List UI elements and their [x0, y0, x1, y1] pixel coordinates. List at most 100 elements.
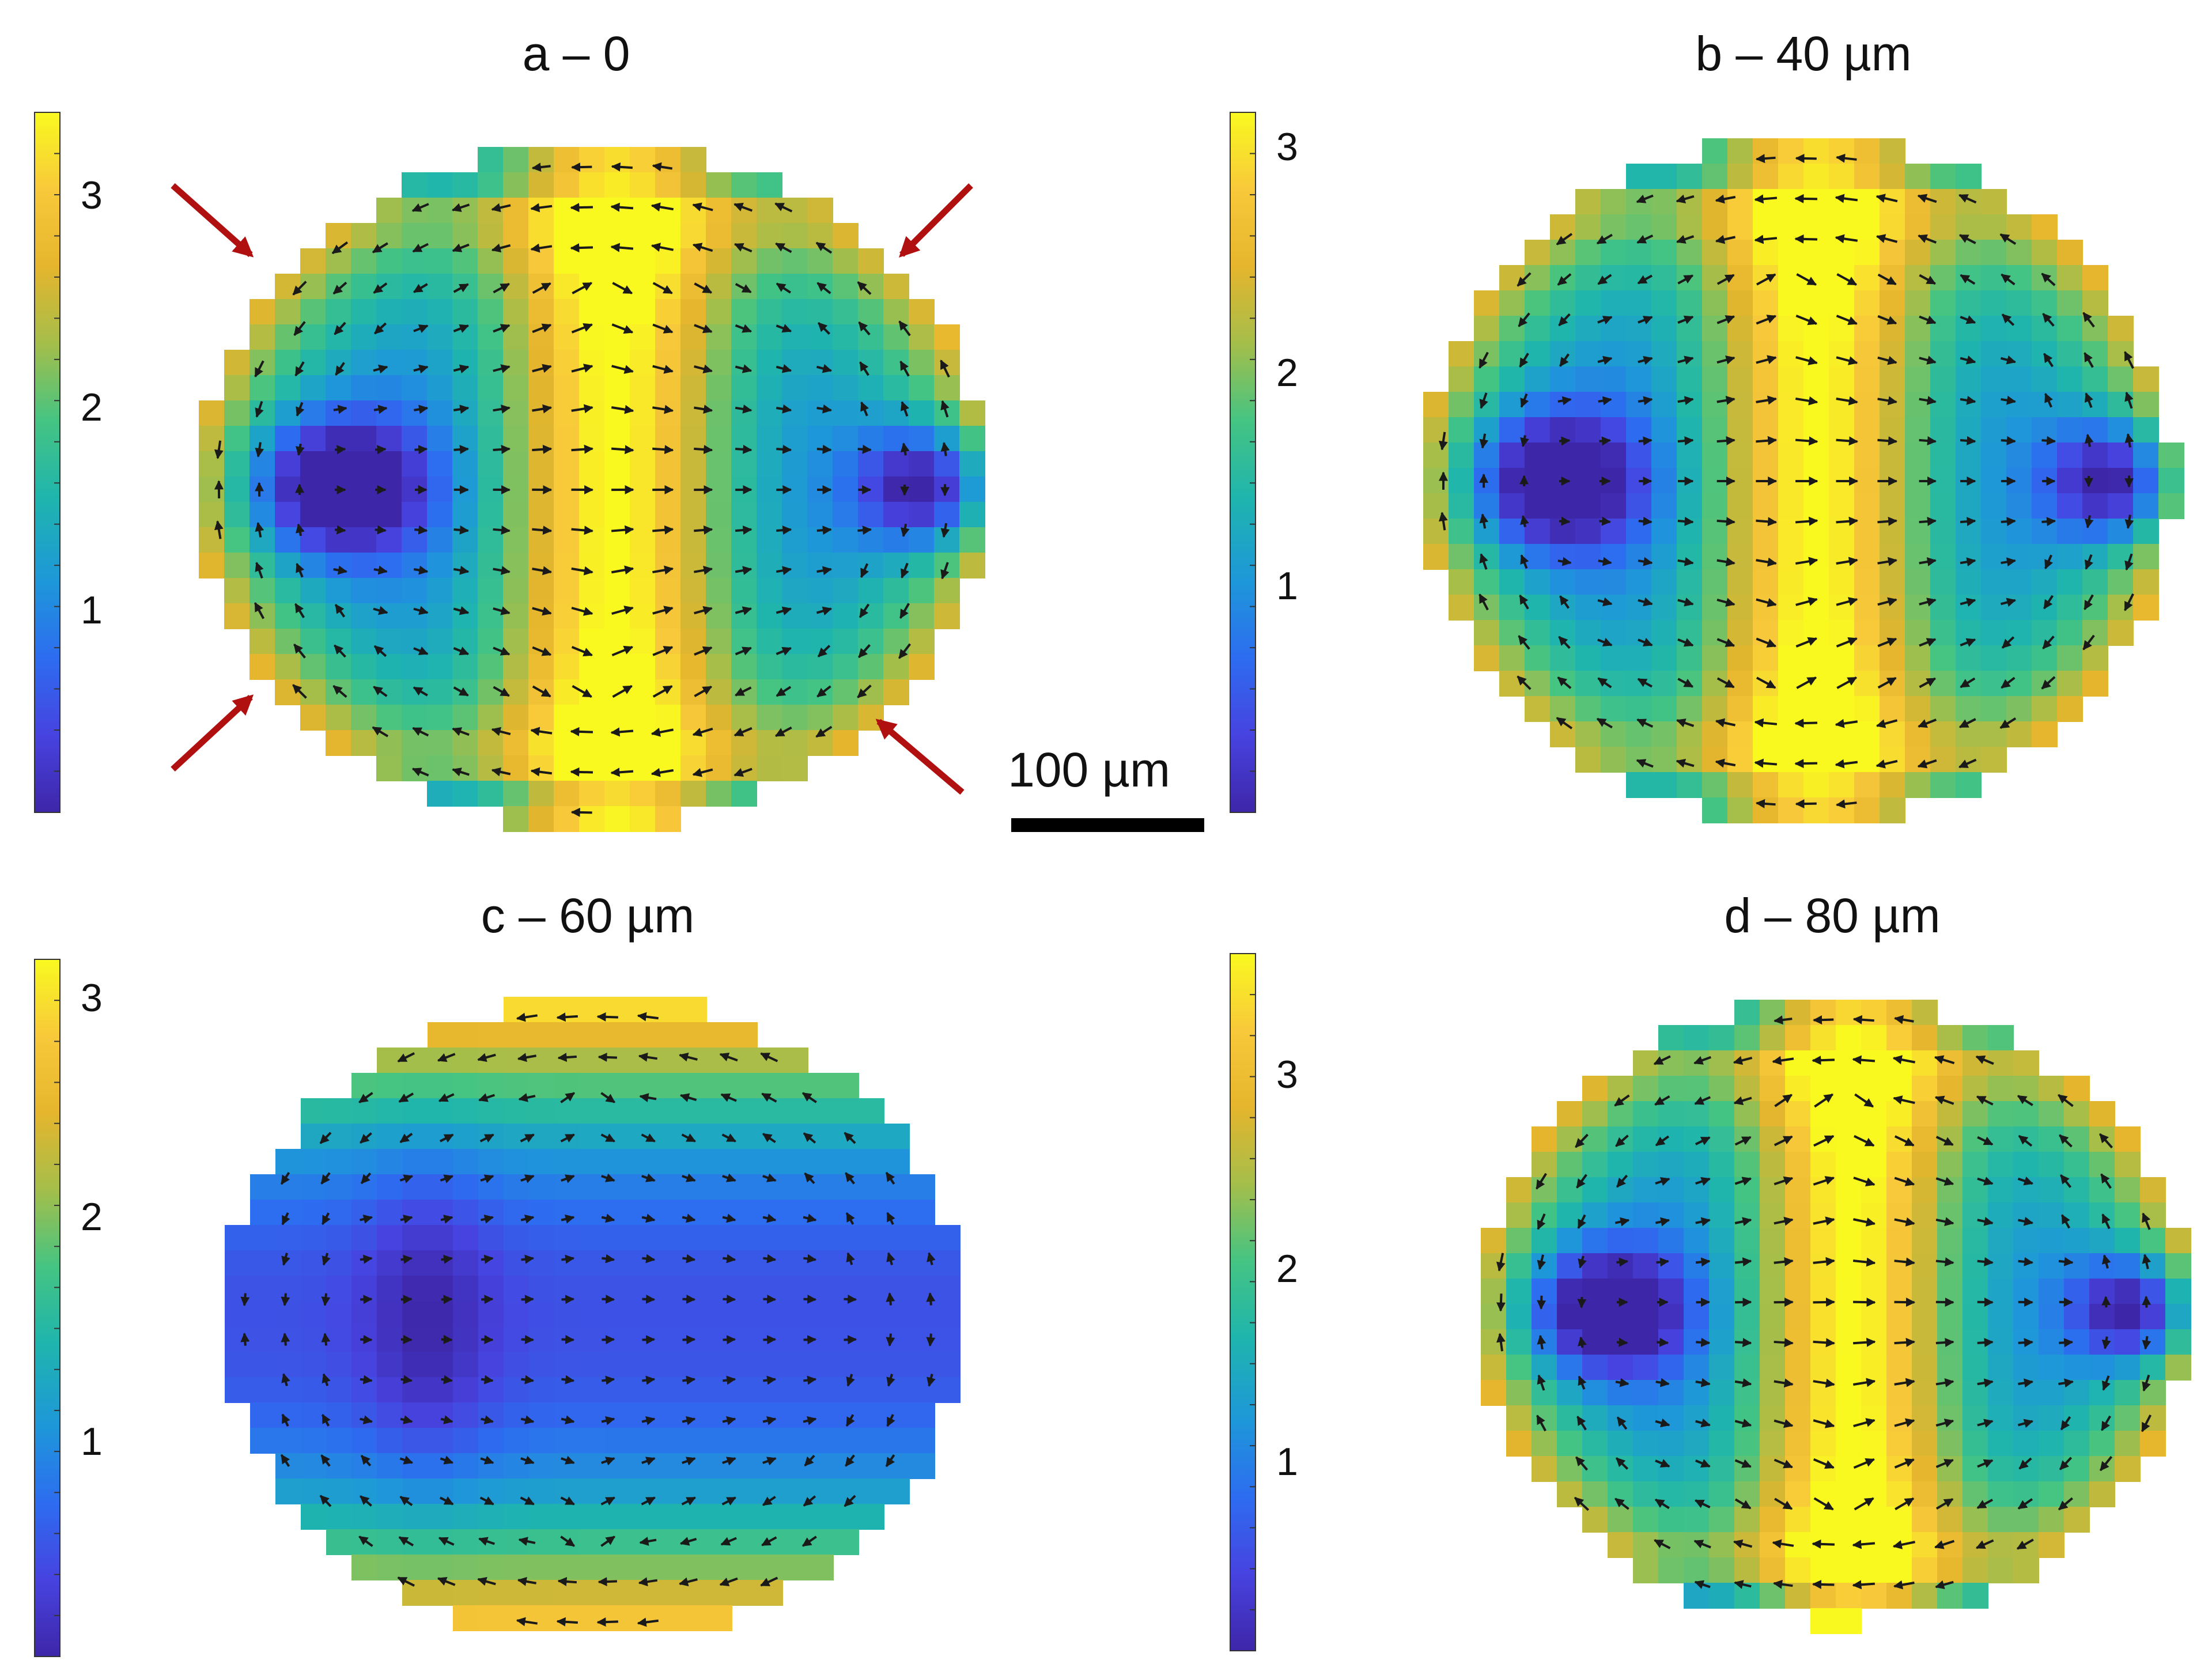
field-cell [579, 198, 605, 224]
field-cell [2057, 316, 2083, 342]
field-cell [681, 1352, 707, 1378]
vector-arrow [571, 444, 594, 454]
field-cell [1727, 341, 1753, 367]
field-cell [858, 324, 884, 350]
field-cell [2133, 544, 2159, 570]
field-cell [1525, 620, 1551, 646]
field-cell [732, 1453, 758, 1479]
field-cell [2032, 316, 2058, 342]
vector-arrow [1877, 637, 1897, 648]
field-cell [757, 172, 782, 198]
vector-arrow [414, 525, 428, 535]
field-cell [250, 1174, 276, 1200]
vector-arrow [886, 1212, 895, 1225]
field-cell [376, 400, 402, 426]
field-cell [275, 375, 301, 401]
vector-arrow [493, 404, 511, 414]
vector-arrow [886, 1252, 895, 1265]
field-cell [2133, 392, 2159, 418]
vector-arrow [532, 404, 553, 414]
field-cell [579, 603, 605, 629]
field-cell [859, 1149, 884, 1175]
field-cell [1912, 1228, 1938, 1254]
field-cell [2064, 1253, 2090, 1279]
field-cell [859, 1402, 884, 1428]
field-cell [782, 527, 808, 553]
field-cell [579, 451, 605, 477]
vector-arrow [845, 1414, 855, 1427]
field-cell [1651, 544, 1677, 570]
vector-arrow [2082, 312, 2095, 328]
vector-arrow [679, 1577, 698, 1587]
field-cell [1525, 468, 1551, 494]
field-cell [427, 705, 453, 731]
vector-arrow [803, 1254, 817, 1264]
vector-arrow [723, 1294, 736, 1304]
field-cell [351, 603, 377, 629]
field-cell [959, 451, 985, 477]
field-cell [377, 1478, 403, 1504]
field-cell [1506, 1202, 1532, 1228]
field-cell [1633, 1076, 1659, 1102]
vector-arrow [1836, 799, 1857, 809]
field-cell [757, 299, 782, 325]
field-cell [579, 553, 605, 578]
field-cell [478, 578, 504, 604]
field-cell [1709, 1152, 1735, 1178]
field-cell [1709, 1532, 1735, 1558]
vector-arrow [845, 1172, 855, 1185]
vector-arrow [481, 1375, 494, 1385]
field-cell [1981, 443, 2007, 468]
field-cell [2006, 493, 2032, 519]
vector-arrow [493, 364, 511, 373]
vector-arrow [692, 768, 713, 777]
field-cell [377, 1124, 403, 1149]
field-cell [1956, 240, 1982, 266]
field-cell [224, 477, 250, 502]
vector-arrow [2084, 554, 2093, 570]
vector-arrow [1960, 598, 1976, 607]
vector-arrow [596, 1617, 618, 1627]
colorbar-a-bar [34, 112, 61, 813]
field-cell [630, 1225, 656, 1251]
field-cell [883, 375, 909, 401]
field-cell [706, 654, 732, 680]
field-cell [1582, 1202, 1608, 1228]
field-cell [1753, 696, 1779, 722]
field-cell [630, 1504, 656, 1530]
vector-arrow [1637, 678, 1653, 688]
field-cell [504, 1073, 530, 1099]
field-cell [1709, 1101, 1735, 1127]
field-cell [2032, 392, 2058, 418]
field-cell [2115, 1228, 2141, 1254]
field-cell [1550, 493, 1576, 519]
field-cell [757, 705, 782, 731]
field-cell [1963, 1152, 1988, 1178]
field-cell [959, 527, 985, 553]
field-cell [1836, 1557, 1862, 1583]
vector-arrow [694, 324, 713, 334]
field-cell [554, 1453, 580, 1479]
vector-arrow [1836, 356, 1858, 365]
field-cell [1880, 316, 1905, 342]
field-cell [478, 451, 504, 477]
vector-arrow [441, 1295, 453, 1304]
vector-arrow [561, 1415, 575, 1425]
field-cell [301, 1124, 327, 1149]
field-cell [376, 603, 402, 629]
field-cell [1709, 1329, 1735, 1355]
field-cell [731, 274, 757, 300]
field-cell [1937, 1304, 1963, 1330]
field-cell [1912, 1152, 1938, 1178]
field-cell [757, 1048, 783, 1073]
vector-arrow [240, 1293, 250, 1307]
field-cell [859, 1124, 884, 1149]
field-cell [681, 1478, 707, 1504]
vector-arrow [735, 283, 752, 293]
field-cell [757, 502, 782, 528]
field-cell [1937, 1050, 1963, 1076]
field-cell [833, 730, 859, 756]
vector-arrow [602, 1294, 615, 1304]
vector-arrow [735, 606, 753, 615]
field-cell [503, 223, 529, 249]
